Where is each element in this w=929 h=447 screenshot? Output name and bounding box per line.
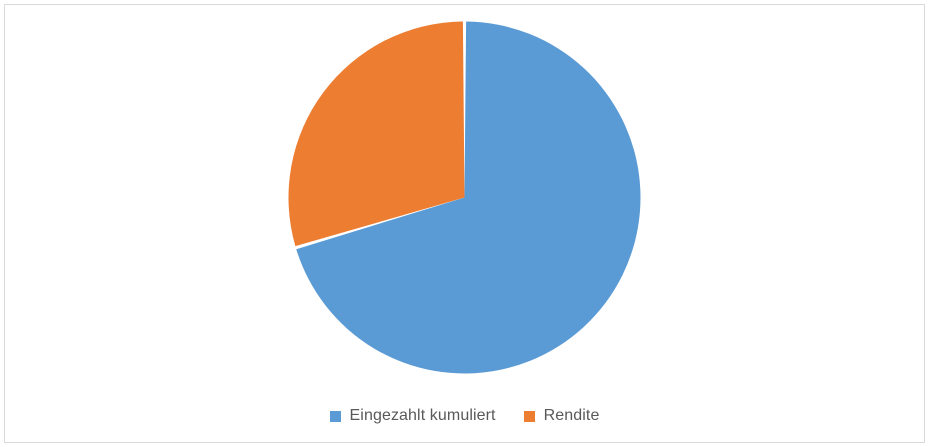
legend-square-marker-icon — [523, 410, 535, 422]
legend-item-label: Rendite — [543, 407, 600, 424]
legend-item-label: Eingezahlt kumuliert — [349, 407, 496, 424]
pie-slices — [288, 21, 641, 374]
pie-slice-eingezahlt-kumuliert[interactable] — [296, 21, 641, 374]
chart-legend: Eingezahlt kumuliert Rendite — [0, 402, 929, 430]
legend-square-marker-icon — [329, 410, 341, 422]
pie-slice-rendite[interactable] — [288, 21, 465, 247]
legend-item-rendite[interactable]: Rendite — [523, 406, 600, 426]
legend-item-eingezahlt-kumuliert[interactable]: Eingezahlt kumuliert — [329, 406, 496, 426]
